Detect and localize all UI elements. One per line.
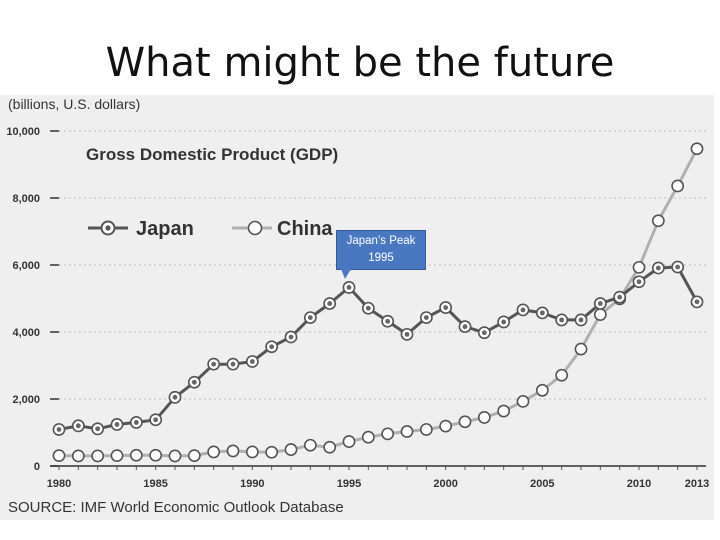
data-point-dot-japan bbox=[307, 315, 313, 320]
data-point-china bbox=[419, 423, 433, 436]
data-point-china bbox=[342, 435, 356, 448]
x-tick-label: 1990 bbox=[240, 478, 264, 490]
series-line-japan bbox=[58, 265, 699, 431]
data-point-dot-japan bbox=[211, 361, 217, 367]
data-point-china bbox=[400, 425, 414, 438]
data-point-dot-japan bbox=[655, 265, 661, 271]
data-point-china bbox=[497, 404, 511, 418]
chart-title: Gross Domestic Product (GDP) bbox=[86, 145, 338, 164]
x-tick-label: 1985 bbox=[143, 478, 167, 490]
x-tick-label: 2013 bbox=[685, 478, 709, 490]
data-point-china bbox=[110, 449, 124, 463]
data-point-china bbox=[651, 214, 665, 228]
data-point-dot-japan bbox=[539, 310, 545, 316]
y-tick-label: 6,000 bbox=[12, 260, 40, 272]
data-point-china bbox=[458, 415, 472, 429]
data-point-china bbox=[671, 179, 685, 193]
x-tick-label: 2005 bbox=[530, 478, 554, 490]
data-point-china bbox=[381, 427, 395, 441]
callout-line-2: 1995 bbox=[368, 252, 394, 264]
data-point-dot-japan bbox=[617, 294, 623, 300]
data-point-china bbox=[245, 445, 259, 459]
data-point-dot-japan bbox=[597, 301, 603, 306]
data-point-china bbox=[535, 383, 549, 397]
data-point-china bbox=[149, 448, 163, 462]
y-tick-label: 2,000 bbox=[12, 394, 40, 406]
y-tick-label: 4,000 bbox=[12, 327, 40, 339]
y-axis-unit-label: (billions, U.S. dollars) bbox=[8, 96, 141, 112]
data-point-dot-japan bbox=[443, 305, 449, 310]
series-layer bbox=[52, 142, 704, 463]
data-point-china bbox=[265, 445, 279, 459]
data-point-dot-japan bbox=[462, 324, 468, 330]
data-point-china bbox=[477, 411, 491, 424]
data-point-china bbox=[91, 449, 105, 463]
data-point-dot-japan bbox=[694, 299, 700, 305]
y-tick-label: 8,000 bbox=[12, 193, 40, 205]
data-point-dot-japan bbox=[56, 427, 62, 432]
data-point-china bbox=[690, 142, 704, 156]
data-point-dot-japan bbox=[327, 301, 333, 306]
data-point-dot-japan bbox=[481, 330, 487, 336]
data-point-dot-japan bbox=[133, 420, 139, 425]
axis-layer: 0 2,000 4,000 6,000 8,000 10,000 1980 1985 1990 1… bbox=[6, 126, 709, 490]
data-point-dot-japan bbox=[501, 319, 507, 325]
legend-marker-china bbox=[247, 220, 263, 236]
data-point-china bbox=[361, 430, 375, 444]
x-tick-label: 2000 bbox=[433, 478, 457, 490]
data-point-dot-japan bbox=[172, 394, 178, 400]
x-tick-label: 1980 bbox=[47, 478, 71, 490]
data-point-china bbox=[207, 445, 221, 459]
callout-pointer bbox=[341, 269, 351, 279]
data-point-china bbox=[632, 260, 646, 274]
data-point-dot-japan bbox=[153, 417, 159, 423]
data-point-dot-japan bbox=[675, 264, 681, 270]
data-point-dot-japan bbox=[559, 317, 565, 323]
data-point-china bbox=[52, 449, 66, 463]
data-point-dot-japan bbox=[385, 318, 391, 324]
data-point-dot-japan bbox=[346, 285, 352, 290]
data-point-china bbox=[593, 308, 607, 321]
data-point-china bbox=[129, 448, 143, 462]
data-point-dot-japan bbox=[404, 331, 410, 337]
data-point-china bbox=[323, 440, 337, 454]
data-point-china bbox=[168, 449, 182, 463]
data-point-dot-japan bbox=[269, 344, 275, 350]
data-point-china bbox=[303, 438, 317, 452]
data-point-china bbox=[226, 444, 240, 458]
slide-title: What might be the future bbox=[105, 40, 615, 86]
data-point-dot-japan bbox=[95, 426, 101, 432]
data-point-china bbox=[574, 342, 588, 356]
data-point-china bbox=[555, 368, 569, 382]
data-point-dot-japan bbox=[191, 379, 197, 385]
source-label: SOURCE: IMF World Economic Outlook Datab… bbox=[8, 499, 344, 516]
data-point-china bbox=[71, 449, 85, 463]
data-point-dot-japan bbox=[249, 359, 255, 364]
data-point-dot-japan bbox=[578, 317, 584, 323]
data-point-dot-japan bbox=[114, 422, 120, 427]
legend-label-china: China bbox=[277, 218, 333, 240]
data-point-china bbox=[439, 419, 453, 433]
series-line-china bbox=[58, 148, 699, 458]
data-point-dot-japan bbox=[288, 334, 294, 340]
y-tick-label: 10,000 bbox=[6, 126, 40, 138]
legend: Japan China bbox=[88, 218, 333, 240]
data-point-dot-japan bbox=[230, 361, 236, 367]
legend-label-japan: Japan bbox=[136, 218, 194, 240]
data-point-dot-japan bbox=[423, 315, 429, 320]
japan-peak-callout: Japan’s Peak 1995 bbox=[336, 230, 426, 270]
data-point-dot-japan bbox=[365, 305, 371, 311]
x-tick-label: 1995 bbox=[337, 478, 361, 490]
data-point-china bbox=[516, 394, 530, 408]
data-point-dot-japan bbox=[520, 307, 526, 313]
x-tick-label: 2010 bbox=[627, 478, 651, 490]
callout-line-1: Japan’s Peak bbox=[346, 235, 416, 247]
data-point-china bbox=[284, 443, 298, 456]
data-point-dot-japan bbox=[75, 423, 81, 429]
data-point-dot-japan bbox=[636, 279, 642, 285]
y-tick-label: 0 bbox=[34, 461, 40, 473]
data-point-china bbox=[187, 449, 201, 463]
